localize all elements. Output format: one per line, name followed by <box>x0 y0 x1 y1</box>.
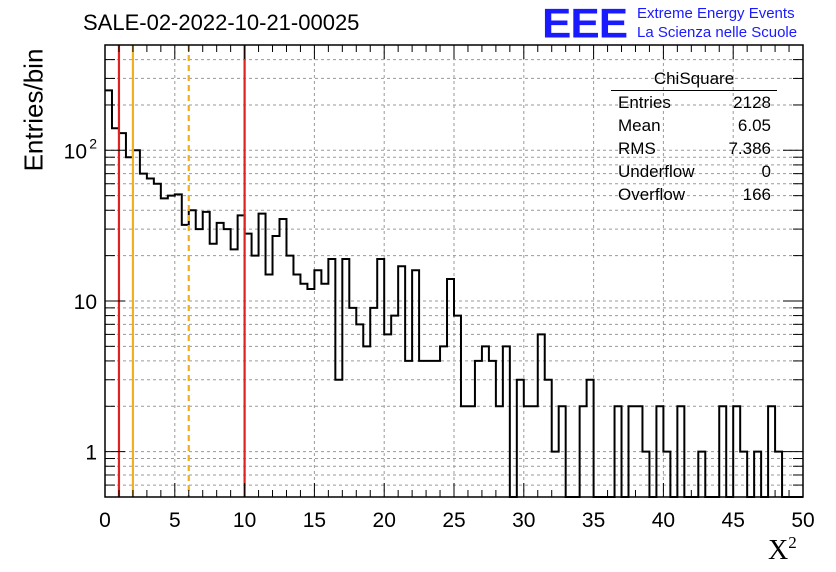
y-tick-label-exponent: 2 <box>89 135 97 151</box>
eee-logo: EEE <box>542 0 628 47</box>
x-tick-label: 40 <box>652 509 675 532</box>
stats-row-underflow: Underflow 0 <box>611 160 777 183</box>
stats-value: 166 <box>742 185 771 204</box>
stats-label: Mean <box>618 116 661 135</box>
x-tick-label: 0 <box>99 509 111 532</box>
x-tick-label: 25 <box>442 509 465 532</box>
stats-label: Entries <box>618 93 671 112</box>
stats-value: 7.386 <box>728 139 771 158</box>
x-tick-label: 35 <box>582 509 605 532</box>
x-tick-label: 30 <box>512 509 535 532</box>
stats-title: ChiSquare <box>653 69 735 88</box>
logo-caption-line1: Extreme Energy Events <box>637 5 795 22</box>
logo-caption: Extreme Energy Events La Scienza nelle S… <box>637 4 797 42</box>
stats-label: RMS <box>618 139 656 158</box>
x-tick-label: 50 <box>791 509 814 532</box>
x-tick-label: 15 <box>303 509 326 532</box>
stats-divider <box>611 90 777 91</box>
x-axis-label-sup: 2 <box>788 533 797 552</box>
logo-caption-line2: La Scienza nelle Scuole <box>637 24 798 41</box>
x-tick-label: 20 <box>373 509 396 532</box>
stats-row-rms: RMS 7.386 <box>611 137 777 160</box>
x-tick-label: 5 <box>169 509 181 532</box>
y-tick-label: 10 <box>64 140 87 163</box>
stats-label: Overflow <box>618 185 686 204</box>
stats-label: Underflow <box>618 162 695 181</box>
stats-row-overflow: Overflow 166 <box>611 183 777 206</box>
histogram-series <box>105 89 803 498</box>
y-tick-label: 10 <box>74 291 97 314</box>
stats-value: 6.05 <box>737 116 771 135</box>
x-tick-label: 45 <box>722 509 745 532</box>
y-tick-label: 1 <box>85 442 97 465</box>
y-axis-label: Entries/bin <box>18 48 49 172</box>
x-axis-label: X2 <box>768 533 797 567</box>
stats-row-entries: Entries 2128 <box>611 91 777 114</box>
stats-box: ChiSquare Entries 2128 Mean 6.05 RMS 7.386 Und… <box>611 68 777 206</box>
x-axis-label-base: X <box>768 535 789 566</box>
stats-value: 2128 <box>733 93 771 112</box>
stats-row-mean: Mean 6.05 <box>611 114 777 137</box>
stats-value: 0 <box>761 162 771 181</box>
x-tick-label: 10 <box>233 509 256 532</box>
chart-title: SALE-02-2022-10-21-00025 <box>83 10 360 35</box>
